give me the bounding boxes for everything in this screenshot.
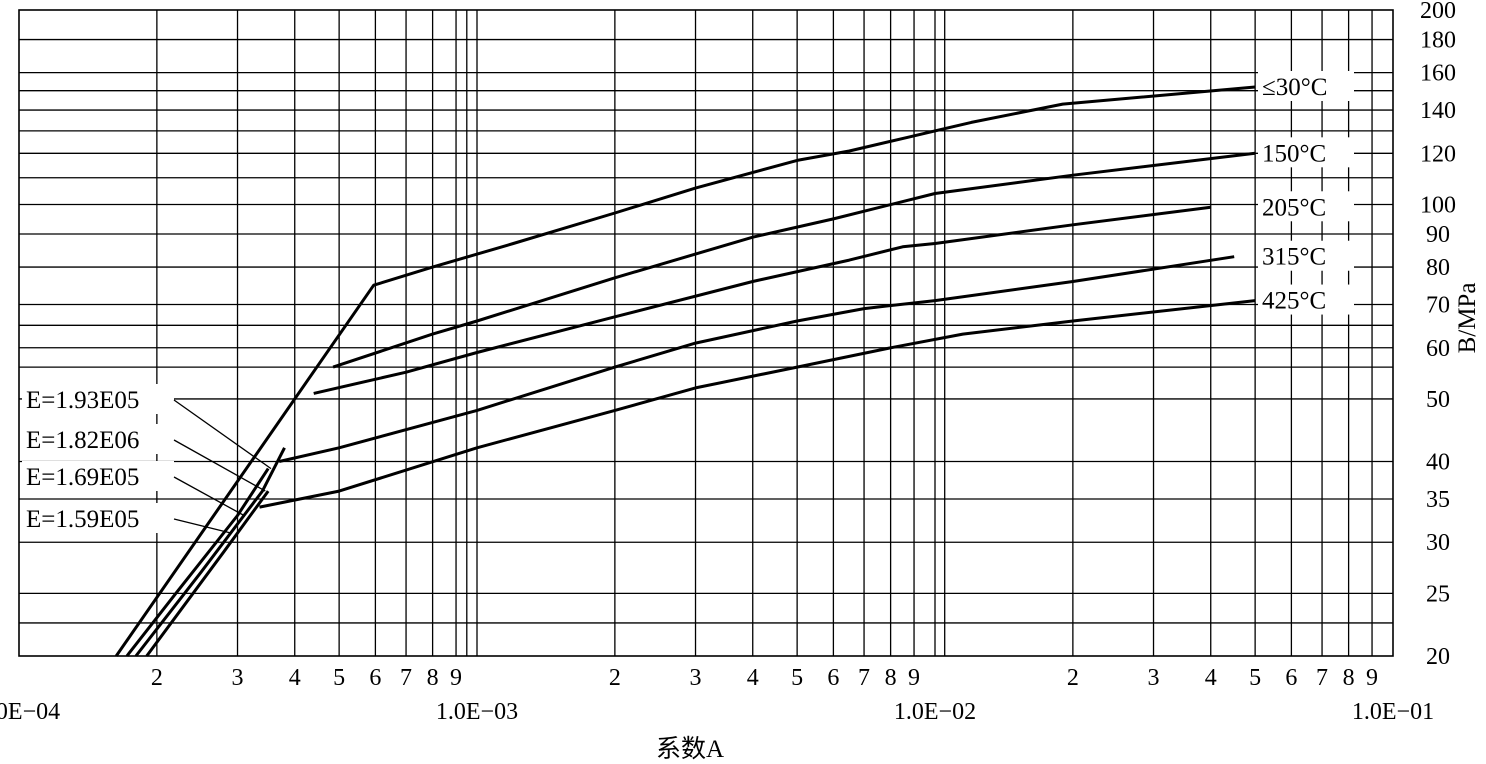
curves	[114, 85, 1256, 657]
y-tick-label: 100	[1420, 192, 1456, 218]
x-tick-label: 6	[827, 665, 839, 691]
y-tick-label: 160	[1420, 61, 1456, 87]
modulus-annotation: E=1.59E05	[26, 506, 139, 533]
x-tick-label: 9	[908, 665, 920, 691]
series-label-bg	[1258, 240, 1354, 271]
y-tick-label: 60	[1426, 336, 1450, 362]
x-tick-label: 5	[333, 665, 345, 691]
curve-series	[313, 205, 1211, 395]
x-tick-labels: 1.0E−04234567891.0E−03234567891.0E−02234…	[0, 665, 1434, 725]
y-tick-label: 50	[1426, 387, 1450, 413]
curve-series	[332, 151, 1256, 369]
x-axis-label: 系数A	[656, 735, 724, 763]
x-tick-label: 1.0E−02	[894, 699, 976, 725]
x-tick-label: 8	[1343, 665, 1355, 691]
curve-modulus-line	[145, 490, 270, 657]
y-tick-label: 25	[1426, 581, 1450, 607]
x-tick-label: 4	[747, 665, 759, 691]
y-tick-label: 90	[1426, 222, 1450, 248]
plot-frame	[18, 9, 1394, 657]
x-tick-label: 3	[690, 665, 702, 691]
annotation-leader	[173, 399, 272, 470]
annotation-leader	[173, 518, 231, 534]
modulus-annotation: E=1.69E05	[26, 464, 139, 491]
y-tick-label: 180	[1420, 28, 1456, 54]
x-tick-label: 4	[1205, 665, 1217, 691]
x-tick-label: 7	[858, 665, 870, 691]
y-tick-labels: 20 25 30 35 40 50 60 70 80 90 100 120 140 160 180 200	[1420, 0, 1456, 670]
x-tick-label: 7	[1316, 665, 1328, 691]
x-tick-label: 2	[151, 665, 163, 691]
x-tick-label: 1.0E−03	[436, 699, 518, 725]
y-tick-label: 120	[1420, 141, 1456, 167]
series-labels: ≤30°C 150°C 205°C 315°C 425°C	[1258, 70, 1354, 315]
x-tick-label: 2	[609, 665, 621, 691]
series-label-bg	[1258, 191, 1354, 222]
annotation-leader	[173, 439, 266, 492]
y-tick-label: 35	[1426, 487, 1450, 513]
series-label: 425°C	[1262, 288, 1326, 315]
x-tick-label: 7	[400, 665, 412, 691]
x-tick-label: 6	[1285, 665, 1297, 691]
grid	[18, 9, 1394, 657]
curve-modulus-line	[134, 447, 286, 657]
series-label: ≤30°C	[1262, 74, 1327, 101]
x-tick-label: 1.0E−01	[1352, 699, 1434, 725]
y-tick-label: 30	[1426, 530, 1450, 556]
curve-series	[114, 85, 1256, 657]
series-label: 205°C	[1262, 194, 1326, 221]
x-tick-label: 6	[369, 665, 381, 691]
x-tick-label: 2	[1067, 665, 1079, 691]
series-label-bg	[1258, 284, 1354, 315]
y-tick-label: 40	[1426, 450, 1450, 476]
modulus-annotation: E=1.93E05	[26, 387, 139, 414]
series-label: 315°C	[1262, 244, 1326, 271]
x-tick-label: 3	[232, 665, 244, 691]
series-label-bg	[1258, 137, 1354, 168]
x-tick-label: 3	[1148, 665, 1160, 691]
modulus-annotation: E=1.82E06	[26, 427, 139, 454]
x-tick-label: 1.0E−04	[0, 699, 60, 725]
series-label: 150°C	[1262, 140, 1326, 167]
x-tick-label: 9	[450, 665, 462, 691]
x-tick-label: 5	[1249, 665, 1261, 691]
curve-modulus-line	[125, 467, 270, 657]
annotation-bg	[22, 424, 174, 454]
modulus-annotations: E=1.93E05 E=1.82E06 E=1.69E05 E=1.59E05	[22, 384, 272, 534]
annotation-bg	[22, 384, 174, 414]
y-tick-label: 200	[1420, 0, 1456, 24]
curve-series	[259, 299, 1256, 509]
x-tick-label: 5	[791, 665, 803, 691]
curve-series	[278, 255, 1235, 463]
y-axis-label: B/MPa	[1454, 283, 1481, 354]
x-tick-label: 8	[885, 665, 897, 691]
y-tick-label: 70	[1426, 293, 1450, 319]
annotation-leader	[173, 476, 245, 517]
annotation-bg	[22, 461, 174, 491]
y-tick-label: 20	[1426, 644, 1450, 670]
x-tick-label: 4	[289, 665, 301, 691]
y-tick-label: 80	[1426, 255, 1450, 281]
annotation-bg	[22, 503, 174, 533]
x-tick-label: 9	[1366, 665, 1378, 691]
series-label-bg	[1258, 70, 1354, 101]
y-tick-label: 140	[1420, 98, 1456, 124]
x-tick-label: 8	[427, 665, 439, 691]
